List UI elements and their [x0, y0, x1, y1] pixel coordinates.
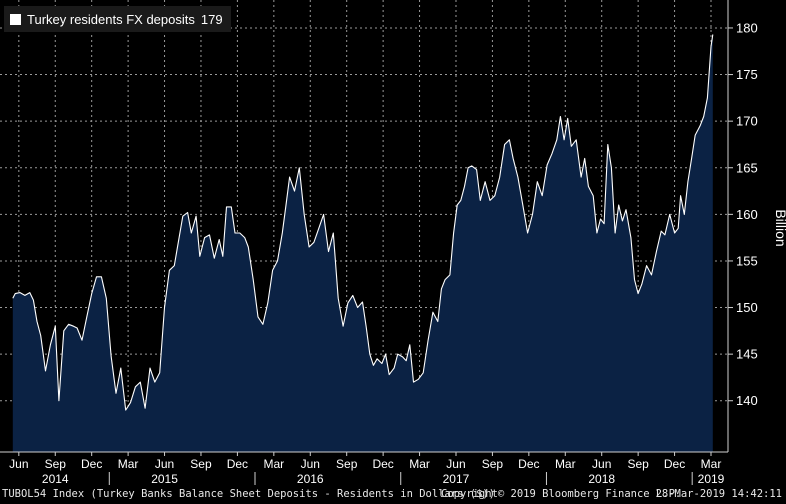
x-tick-label: Mar	[701, 457, 722, 471]
series-fill	[12, 34, 713, 452]
x-tick-label: Jun	[446, 457, 465, 471]
chart-canvas: 140 145 150 155 160 165 170 175 180 Jun Sep Dec Mar J…	[0, 0, 786, 486]
legend-label: Turkey residents FX deposits	[27, 11, 195, 27]
x-tick-label: Dec	[518, 457, 539, 471]
y-tick-label: 180	[736, 20, 758, 35]
series-line	[12, 34, 714, 411]
y-tick-label: 140	[736, 393, 758, 408]
y-tick-label: 150	[736, 300, 758, 315]
axes: 140 145 150 155 160 165 170 175 180 Jun Sep Dec Mar J…	[0, 0, 758, 486]
y-tick-label: 160	[736, 207, 758, 222]
x-year-label: 2015	[151, 472, 178, 486]
x-tick-label: Jun	[9, 457, 28, 471]
footer-timestamp: 28-Mar-2019 14:42:11	[655, 488, 782, 500]
x-tick-label: Jun	[155, 457, 174, 471]
x-tick-label: Sep	[190, 457, 212, 471]
x-year-label: 2018	[588, 472, 615, 486]
x-tick-label: Mar	[263, 457, 284, 471]
footer-ticker: TUBOL54 Index (Turkey Banks Balance Shee…	[2, 488, 496, 500]
x-tick-label: Sep	[482, 457, 504, 471]
x-tick-label: Mar	[118, 457, 139, 471]
x-tick-label: Sep	[45, 457, 67, 471]
footer: TUBOL54 Index (Turkey Banks Balance Shee…	[0, 486, 786, 504]
y-tick-label: 170	[736, 114, 758, 129]
y-tick-label: 155	[736, 253, 758, 268]
x-tick-label: Mar	[409, 457, 430, 471]
series-area	[12, 34, 714, 452]
x-tick-label: Jun	[592, 457, 611, 471]
x-tick-label: Sep	[627, 457, 649, 471]
x-year-label: 2014	[42, 472, 69, 486]
x-tick-label: Dec	[81, 457, 102, 471]
x-year-label: 2019	[698, 472, 725, 486]
x-tick-label: Dec	[664, 457, 685, 471]
y-tick-label: 145	[736, 347, 758, 362]
footer-copyright: Copyright© 2019 Bloomberg Finance L.P.	[441, 488, 682, 500]
legend-last-value: 179	[200, 11, 223, 27]
y-tick-label: 165	[736, 160, 758, 175]
legend[interactable]: Turkey residents FX deposits 179	[4, 6, 231, 32]
x-year-label: 2017	[443, 472, 470, 486]
x-year-label: 2016	[297, 472, 324, 486]
x-tick-label: Mar	[555, 457, 576, 471]
legend-swatch	[10, 13, 21, 25]
x-tick-label: Sep	[336, 457, 358, 471]
x-tick-label: Jun	[301, 457, 320, 471]
x-tick-label: Dec	[227, 457, 248, 471]
y-axis-label: Billion	[773, 209, 786, 246]
x-tick-label: Dec	[372, 457, 393, 471]
y-tick-label: 175	[736, 67, 758, 82]
